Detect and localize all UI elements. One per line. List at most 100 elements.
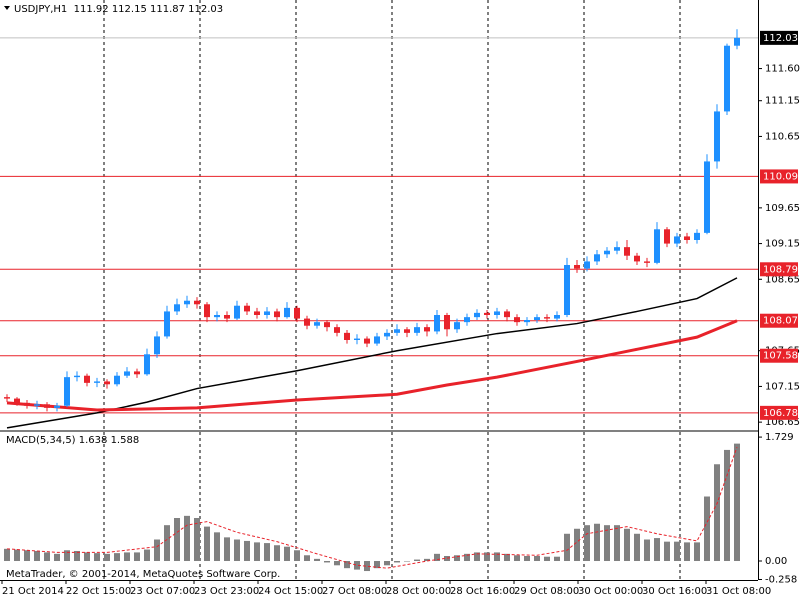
macd-bar <box>414 559 420 562</box>
candle-body <box>374 336 380 344</box>
candle-body <box>504 311 510 318</box>
candle-body <box>354 338 360 340</box>
level-label: 108.79 <box>763 264 798 275</box>
candle-body <box>304 318 310 326</box>
macd-bar <box>384 561 390 566</box>
macd-bar <box>284 546 290 562</box>
macd-bar <box>564 533 570 562</box>
macd-bar <box>24 550 30 562</box>
macd-bar <box>594 523 600 562</box>
candle-body <box>64 377 70 406</box>
macd-bar <box>234 539 240 562</box>
macd-bar <box>664 541 670 562</box>
candle-body <box>54 405 60 408</box>
level-box <box>760 262 798 277</box>
candle-body <box>644 261 650 263</box>
macd-bar <box>364 561 370 572</box>
candle-body <box>564 265 570 315</box>
candle-body <box>84 375 90 383</box>
candle-body <box>384 332 390 337</box>
macd-bar <box>494 552 500 562</box>
macd-bar <box>314 558 320 562</box>
candle-body <box>24 402 30 406</box>
candle-body <box>474 312 480 318</box>
y-tick-label: 107.15 <box>765 381 800 392</box>
macd-bar <box>574 528 580 562</box>
candle-body <box>414 327 420 333</box>
candle-body <box>534 317 540 320</box>
macd-bar <box>254 542 260 562</box>
candle-body <box>724 45 730 112</box>
y-tick-label: -0.258 <box>765 574 797 585</box>
macd-bar <box>514 555 520 562</box>
macd-bar <box>34 550 40 562</box>
macd-bar <box>344 561 350 569</box>
macd-bar <box>354 561 360 570</box>
candle-body <box>594 254 600 262</box>
candle-body <box>544 317 550 319</box>
candle-body <box>454 322 460 330</box>
candle-body <box>164 311 170 337</box>
macd-bar <box>444 555 450 562</box>
macd-bar <box>154 539 160 562</box>
copyright: MetaTrader, © 2001-2014, MetaQuotes Soft… <box>6 569 280 580</box>
macd-bar <box>404 561 410 562</box>
macd-bar <box>674 541 680 562</box>
x-tick-label: 31 Oct 08:00 <box>706 586 771 597</box>
candle-body <box>234 305 240 319</box>
macd-bar <box>44 552 50 562</box>
menu-arrow[interactable] <box>4 6 10 10</box>
macd-bar <box>534 555 540 562</box>
macd-bar <box>264 543 270 562</box>
y-tick-label: 111.15 <box>765 96 800 107</box>
x-tick-label: 23 Oct 07:00 <box>130 586 195 597</box>
macd-bar <box>654 538 660 562</box>
x-tick-label: 30 Oct 00:00 <box>578 586 643 597</box>
macd-bar <box>394 561 400 563</box>
macd-bar <box>124 552 130 562</box>
macd-bar <box>14 549 20 562</box>
x-tick-label: 28 Oct 00:00 <box>386 586 451 597</box>
candle-body <box>114 375 120 385</box>
signal-line <box>6 447 738 569</box>
candle-body <box>524 320 530 323</box>
x-tick-label: 21 Oct 2014 <box>2 586 64 597</box>
macd-bar <box>464 553 470 562</box>
candle-body <box>324 322 330 328</box>
candle-body <box>104 381 110 385</box>
current-price-box <box>760 30 798 45</box>
candle-body <box>174 304 180 312</box>
level-box <box>760 169 798 184</box>
candle-body <box>604 250 610 255</box>
macd-bar <box>724 449 730 562</box>
candle-body <box>224 315 230 319</box>
candle-body <box>314 322 320 326</box>
macd-bar <box>194 518 200 562</box>
macd-bar <box>174 518 180 562</box>
symbol-title: USDJPY,H1 111.92 112.15 111.87 112.03 <box>14 4 223 15</box>
candle-body <box>154 336 160 355</box>
level-box <box>760 405 798 420</box>
macd-bar <box>454 555 460 562</box>
candle-body <box>44 404 50 408</box>
macd-bar <box>624 528 630 562</box>
macd-bar <box>614 525 620 562</box>
y-tick-label: 106.65 <box>765 417 800 428</box>
candle-body <box>664 229 670 244</box>
level-box <box>760 348 798 363</box>
macd-bar <box>634 533 640 562</box>
macd-bar <box>84 552 90 562</box>
macd-bar <box>644 539 650 562</box>
moving-average <box>6 277 738 429</box>
level-label: 110.09 <box>763 171 798 182</box>
x-tick-label: 24 Oct 15:00 <box>258 586 323 597</box>
x-tick-label: 23 Oct 23:00 <box>194 586 259 597</box>
y-tick-label: 109.15 <box>765 239 800 250</box>
macd-bar <box>334 561 340 566</box>
candle-body <box>134 371 140 375</box>
candle-body <box>634 255 640 262</box>
macd-bar <box>164 525 170 562</box>
candle-body <box>654 229 660 263</box>
